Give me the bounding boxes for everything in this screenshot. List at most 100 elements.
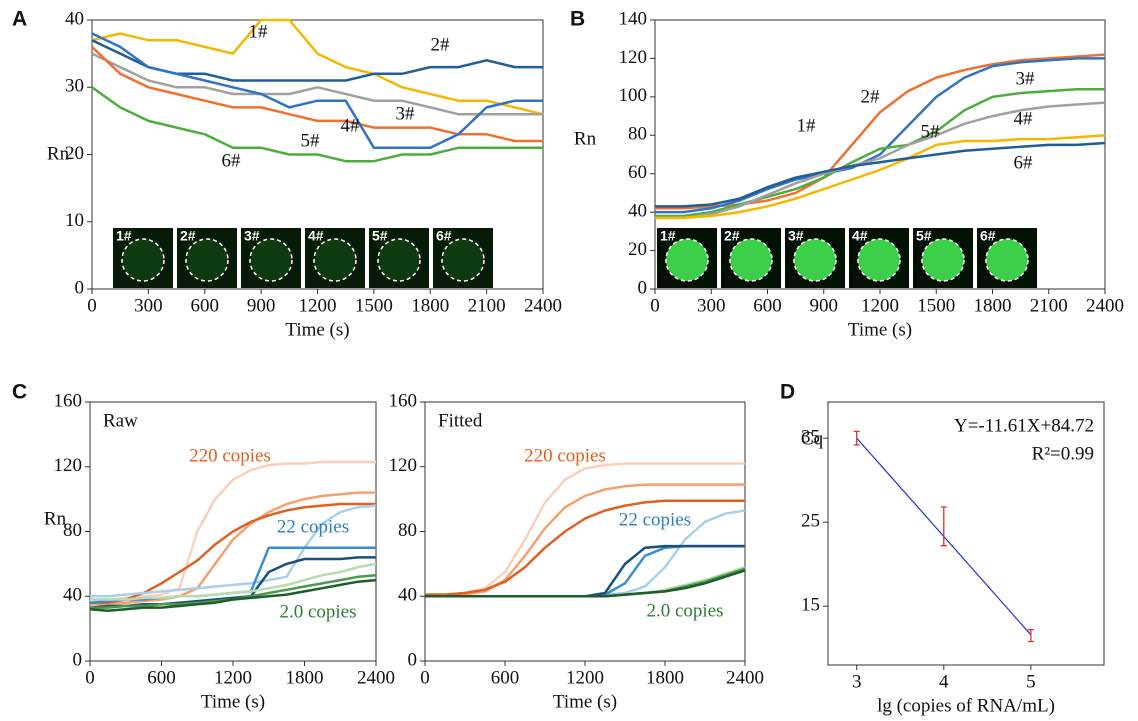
series-label: 2# bbox=[861, 86, 881, 107]
inset-well bbox=[186, 239, 228, 281]
series-line bbox=[91, 32, 543, 150]
x-axis-label: Time (s) bbox=[285, 319, 349, 340]
x-tick-label: 0 bbox=[650, 295, 660, 316]
y-axis-label: Cq bbox=[801, 428, 824, 449]
panel-label: D bbox=[780, 381, 795, 404]
series-line bbox=[91, 39, 543, 82]
series-line bbox=[655, 134, 1106, 220]
x-tick-label: 600 bbox=[491, 667, 520, 688]
x-tick-label: 300 bbox=[697, 295, 726, 316]
y-tick-label: 35 bbox=[801, 426, 820, 447]
inset-outline bbox=[441, 238, 485, 282]
x-tick-label: 600 bbox=[147, 667, 176, 688]
inset-label: 1# bbox=[660, 228, 676, 244]
y-tick-label: 0 bbox=[75, 277, 85, 298]
y-tick-label: 120 bbox=[619, 47, 648, 68]
annotation: 22 copies bbox=[277, 516, 349, 537]
series-line bbox=[655, 57, 1105, 214]
inset-outline bbox=[185, 238, 229, 282]
annotation: Y=-11.61X+84.72 bbox=[954, 415, 1094, 436]
x-tick-label: 1200 bbox=[861, 295, 899, 316]
x-tick-label: 1500 bbox=[917, 295, 955, 316]
x-tick-label: 600 bbox=[753, 295, 782, 316]
inset-well bbox=[250, 239, 292, 281]
panel-label: A bbox=[12, 8, 27, 31]
y-tick-label: 120 bbox=[389, 455, 418, 476]
y-tick-label: 160 bbox=[389, 390, 418, 411]
inset-label: 4# bbox=[308, 228, 324, 244]
inset-well bbox=[442, 239, 484, 281]
x-tick-label: 3 bbox=[852, 671, 862, 692]
annotation: 220 copies bbox=[189, 445, 271, 466]
x-tick-label: 1800 bbox=[286, 667, 324, 688]
series-label: 5# bbox=[301, 130, 321, 151]
series-line bbox=[655, 53, 1106, 210]
series-label: 1# bbox=[249, 21, 269, 42]
series-line bbox=[655, 101, 1106, 220]
inset-well bbox=[986, 239, 1028, 281]
series-label: 3# bbox=[1016, 68, 1036, 89]
x-tick-label: 2100 bbox=[468, 295, 506, 316]
inset-well bbox=[666, 239, 708, 281]
y-tick-label: 140 bbox=[619, 8, 648, 29]
series-line bbox=[89, 578, 377, 613]
inset-label: 3# bbox=[244, 228, 260, 244]
y-tick-label: 40 bbox=[628, 201, 647, 222]
x-tick-label: 1200 bbox=[299, 295, 337, 316]
inset-outline bbox=[313, 238, 357, 282]
inset-outline bbox=[121, 238, 165, 282]
series-line bbox=[91, 52, 543, 116]
inset-well bbox=[378, 239, 420, 281]
inset-label: 5# bbox=[916, 228, 932, 244]
y-tick-label: 40 bbox=[63, 585, 82, 606]
series-label: 1# bbox=[797, 115, 817, 136]
plot-title: Fitted bbox=[438, 410, 483, 431]
y-tick-label: 0 bbox=[73, 649, 83, 670]
series-line bbox=[90, 460, 376, 601]
x-axis-label: Time (s) bbox=[553, 691, 617, 712]
y-tick-label: 25 bbox=[801, 511, 820, 532]
x-tick-label: 1800 bbox=[646, 667, 684, 688]
x-tick-label: 1200 bbox=[566, 667, 604, 688]
x-tick-label: 2400 bbox=[726, 667, 764, 688]
x-tick-label: 1800 bbox=[974, 295, 1012, 316]
y-tick-label: 120 bbox=[54, 455, 83, 476]
y-tick-label: 80 bbox=[628, 124, 647, 145]
x-tick-label: 0 bbox=[85, 667, 95, 688]
y-tick-label: 80 bbox=[398, 520, 417, 541]
x-tick-label: 1200 bbox=[214, 667, 252, 688]
y-tick-label: 0 bbox=[408, 649, 418, 670]
error-bar bbox=[1027, 629, 1034, 643]
series-line bbox=[655, 141, 1106, 208]
series-line bbox=[91, 86, 543, 163]
y-tick-label: 20 bbox=[628, 239, 647, 260]
y-tick-label: 40 bbox=[398, 585, 417, 606]
inset-outline bbox=[249, 238, 293, 282]
annotation: R²=0.99 bbox=[1032, 443, 1094, 464]
inset-label: 2# bbox=[724, 228, 740, 244]
x-axis-label: lg (copies of RNA/mL) bbox=[877, 695, 1055, 716]
panel-label: B bbox=[570, 8, 585, 31]
x-tick-label: 0 bbox=[420, 667, 430, 688]
plot-frame bbox=[827, 401, 1105, 666]
plot-frame bbox=[424, 401, 746, 662]
y-tick-label: 100 bbox=[619, 85, 648, 106]
x-tick-label: 600 bbox=[191, 295, 220, 316]
series-line bbox=[425, 499, 745, 596]
x-tick-label: 2400 bbox=[524, 295, 562, 316]
inset-well bbox=[858, 239, 900, 281]
y-axis-label: Rn bbox=[574, 128, 597, 149]
series-line bbox=[90, 562, 377, 601]
annotation: 2.0 copies bbox=[646, 600, 723, 621]
y-tick-label: 80 bbox=[63, 520, 82, 541]
y-tick-label: 30 bbox=[65, 76, 84, 97]
x-tick-label: 2400 bbox=[1086, 295, 1124, 316]
series-label: 3# bbox=[396, 103, 416, 124]
series-line bbox=[90, 504, 377, 598]
x-tick-label: 900 bbox=[810, 295, 839, 316]
x-tick-label: 0 bbox=[87, 295, 97, 316]
inset-label: 4# bbox=[852, 228, 868, 244]
series-line bbox=[425, 483, 745, 596]
x-tick-label: 1500 bbox=[355, 295, 393, 316]
